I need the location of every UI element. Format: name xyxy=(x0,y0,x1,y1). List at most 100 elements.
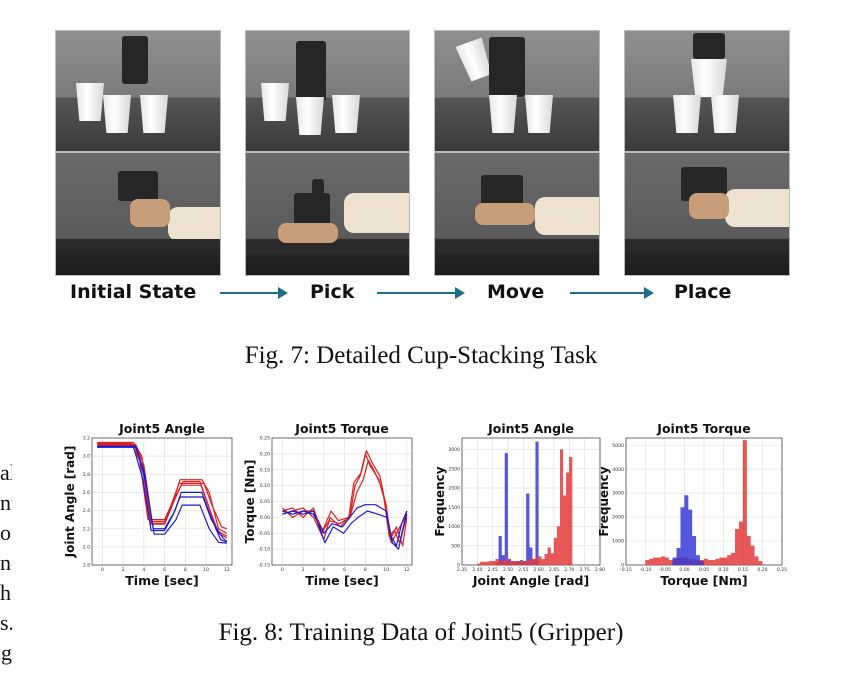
series-line-blue xyxy=(97,446,227,544)
x-tick-label: 6 xyxy=(343,567,346,573)
hist-bar-red xyxy=(711,560,716,566)
hist-bar-red xyxy=(754,556,759,566)
x-tick-label: 2.70 xyxy=(564,567,574,573)
y-axis-label: Joint Angle [rad] xyxy=(63,446,77,559)
arrow-2 xyxy=(377,287,465,299)
hist-bar-red xyxy=(758,561,763,566)
x-axis-label: Time [sec] xyxy=(305,573,378,588)
hist-bar-red xyxy=(480,561,484,566)
hist-bar-blue xyxy=(692,536,697,566)
y-tick-label: -0.10 xyxy=(258,547,270,553)
y-axis-label: Frequency xyxy=(597,466,611,536)
x-tick-label: 12 xyxy=(224,567,230,573)
x-tick-label: 2.75 xyxy=(580,567,590,573)
hist-bar-red xyxy=(668,560,673,566)
hist-bar-red xyxy=(645,560,650,566)
hist-bar-red xyxy=(523,561,527,566)
fig8-caption: Fig. 8: Training Data of Joint5 (Gripper… xyxy=(218,619,624,646)
hist-bar-red xyxy=(664,557,669,566)
x-tick-label: 2.35 xyxy=(457,567,467,573)
x-tick-label: 0.20 xyxy=(757,567,767,573)
y-tick-label: -0.05 xyxy=(258,531,270,537)
y-tick-label: 2.6 xyxy=(83,490,90,496)
hist-bar-blue xyxy=(688,509,693,566)
hist-bar-red xyxy=(707,560,712,566)
photo-place-top xyxy=(624,30,790,152)
x-tick-label: 10 xyxy=(383,567,389,573)
hist-bar-red xyxy=(495,559,499,566)
x-tick-label: 8 xyxy=(184,567,187,573)
hist-bar-red xyxy=(569,457,573,566)
hist-bar-red xyxy=(507,561,511,566)
step-label-move: Move xyxy=(487,281,545,303)
hist-bar-red xyxy=(563,495,567,566)
y-tick-label: 0 xyxy=(621,563,624,569)
x-axis-label: Torque [Nm] xyxy=(660,573,747,588)
hist-bar-red xyxy=(742,440,747,566)
plot-frame xyxy=(271,437,413,566)
photo-place-bottom xyxy=(624,152,790,276)
photo-move-bottom xyxy=(434,152,600,276)
x-tick-label: 0 xyxy=(281,567,284,573)
y-tick-label: 2.4 xyxy=(83,508,90,514)
hist-bar-red xyxy=(750,545,755,566)
x-tick-label: 6 xyxy=(163,567,166,573)
hist-bar-red xyxy=(526,561,530,566)
hist-bar-red xyxy=(746,536,751,566)
y-tick-label: 3000 xyxy=(448,447,460,453)
hist-bar-red xyxy=(489,561,493,566)
x-tick-label: 12 xyxy=(404,567,410,573)
hist-bar-red xyxy=(735,528,739,566)
step-label-initial: Initial State xyxy=(70,281,197,303)
y-tick-label: 5000 xyxy=(612,443,624,449)
x-tick-label: -0.15 xyxy=(620,567,632,573)
hist-bar-red xyxy=(731,552,736,566)
chart-1: 0 2 4 6 8 10 12 1.8 2.0 2.2 2.4 2.6 2.8 3.0 3.2 Joint5 … xyxy=(63,421,233,588)
hist-bar-red xyxy=(486,561,490,566)
x-tick-label: 0.10 xyxy=(718,567,728,573)
hist-bar-red xyxy=(483,561,487,566)
hist-bar-blue xyxy=(684,495,689,566)
chart-4: -0.15 -0.10 -0.05 0.00 0.05 0.10 0.15 0.20 0.25 0… xyxy=(597,421,787,588)
x-tick-label: 2 xyxy=(122,567,125,573)
y-tick-label: 1.8 xyxy=(83,563,90,569)
step-label-place: Place xyxy=(674,281,732,303)
x-tick-label: 2.50 xyxy=(503,567,513,573)
step-label-pick: Pick xyxy=(310,281,355,303)
x-tick-label: 4 xyxy=(142,567,145,573)
hist-bar-red xyxy=(541,559,545,566)
hist-bar-red xyxy=(544,554,548,566)
arrow-3 xyxy=(570,287,654,299)
hist-bar-red xyxy=(535,557,539,566)
body-text-line: nt xyxy=(0,490,12,515)
hist-bar-red xyxy=(556,526,560,566)
hist-bar-blue xyxy=(676,548,681,566)
chart-2: 0 2 4 6 8 10 12 -0.15 -0.10 -0.05 0.00 0.05 0.10 0.15… xyxy=(243,421,413,588)
body-text-clipped: al nt of nd he s. g xyxy=(0,458,12,668)
y-tick-label: 2000 xyxy=(448,486,460,492)
body-text-line: g xyxy=(1,640,12,665)
hist-bar-blue xyxy=(498,535,502,566)
x-tick-label: 2 xyxy=(302,567,305,573)
chart-title: Joint5 Torque xyxy=(294,421,388,436)
y-axis-label: Frequency xyxy=(433,466,447,536)
hist-bar-red xyxy=(653,557,658,566)
y-tick-label: 0.05 xyxy=(260,499,270,505)
fig8-charts: 0 2 4 6 8 10 12 1.8 2.0 2.2 2.4 2.6 2.8 3.0 3.2 Joint5 … xyxy=(63,421,787,588)
x-tick-label: 2.45 xyxy=(488,567,498,573)
hist-bar-blue xyxy=(680,507,685,566)
hist-bar-red xyxy=(566,472,570,566)
x-tick-label: -0.05 xyxy=(659,567,671,573)
chart-title: Joint5 Angle xyxy=(118,421,205,436)
y-tick-label: 0.25 xyxy=(260,436,270,442)
body-text-line: of xyxy=(0,520,12,545)
hist-bar-red xyxy=(477,563,481,566)
hist-bar-red xyxy=(550,553,554,566)
hist-bar-blue xyxy=(699,561,704,566)
y-tick-label: 4000 xyxy=(612,467,624,473)
chart-title: Joint5 Torque xyxy=(656,421,750,436)
plot-frame xyxy=(91,437,233,566)
y-tick-label: 2.2 xyxy=(83,526,90,532)
hist-bar-red xyxy=(538,556,542,566)
hist-bar-blue xyxy=(696,555,700,566)
